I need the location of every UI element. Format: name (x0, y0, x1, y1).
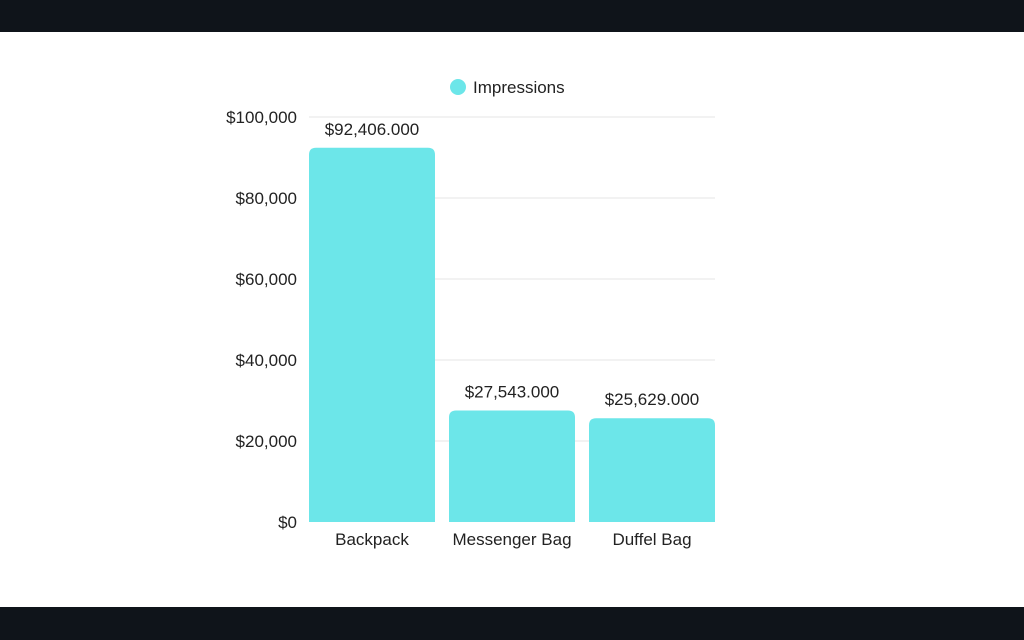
bar-chart: $0 $20,000 $40,000 $60,000 $80,000 $100,000 $… (226, 78, 715, 549)
x-category-label: Duffel Bag (612, 530, 691, 549)
y-tick-label: $0 (278, 513, 297, 532)
bar-backpack[interactable] (309, 147, 435, 522)
y-tick-label: $60,000 (236, 270, 297, 289)
bar-value-labels: $92,406.000 $27,543.000 $25,629.000 (325, 120, 700, 409)
bar-value-label: $27,543.000 (465, 382, 560, 401)
bar-duffel-bag[interactable] (589, 418, 715, 522)
x-category-label: Backpack (335, 530, 409, 549)
x-axis-category-labels: Backpack Messenger Bag Duffel Bag (335, 530, 691, 549)
top-letterbox-bar (0, 0, 1024, 32)
chart-canvas: $0 $20,000 $40,000 $60,000 $80,000 $100,000 $… (0, 32, 1024, 607)
y-axis-tick-labels: $0 $20,000 $40,000 $60,000 $80,000 $100,000 (226, 108, 297, 532)
y-tick-label: $40,000 (236, 351, 297, 370)
bar-value-label: $92,406.000 (325, 120, 420, 139)
bars (309, 147, 715, 522)
y-tick-label: $100,000 (226, 108, 297, 127)
y-tick-label: $20,000 (236, 432, 297, 451)
x-category-label: Messenger Bag (452, 530, 571, 549)
bottom-letterbox-bar (0, 607, 1024, 640)
y-tick-label: $80,000 (236, 189, 297, 208)
legend: Impressions (450, 78, 565, 97)
legend-swatch-impressions (450, 79, 466, 95)
legend-label-impressions: Impressions (473, 78, 565, 97)
bar-messenger-bag[interactable] (449, 410, 575, 522)
bar-value-label: $25,629.000 (605, 390, 700, 409)
